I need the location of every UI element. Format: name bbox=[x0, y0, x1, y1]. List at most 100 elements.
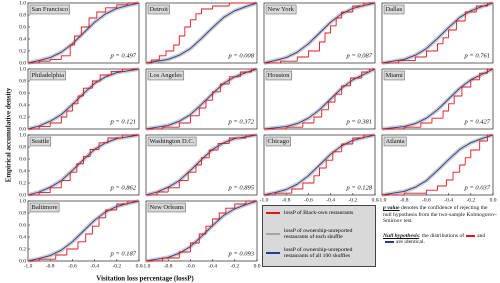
ecdf-step bbox=[228, 76, 241, 84]
x-tick-label: -1.0 bbox=[260, 197, 269, 203]
panel-title: Detroit bbox=[150, 6, 169, 13]
ecdf-step bbox=[245, 134, 257, 138]
ecdf-step bbox=[420, 122, 432, 128]
ecdf-step bbox=[341, 85, 351, 95]
panel-title: New York bbox=[268, 6, 295, 13]
ecdf-step bbox=[146, 191, 169, 196]
ecdf-step bbox=[178, 35, 185, 45]
ecdf-step bbox=[234, 203, 246, 209]
ecdf-step bbox=[91, 225, 100, 234]
x-tick-label: -0.4 bbox=[90, 263, 99, 269]
ecdf-step bbox=[69, 44, 75, 56]
shuffle-mean-line bbox=[27, 2, 140, 64]
ecdf-step bbox=[208, 149, 219, 158]
ecdf-step bbox=[49, 187, 62, 193]
ecdf-step bbox=[184, 26, 191, 36]
ecdf-step bbox=[158, 55, 166, 60]
x-tick-label: -0.6 bbox=[422, 197, 431, 203]
panel-title: Philadelphia bbox=[32, 72, 65, 79]
ecdf-step bbox=[332, 151, 342, 161]
ecdf-step bbox=[414, 56, 427, 61]
ecdf-step bbox=[334, 93, 342, 102]
ecdf-step bbox=[264, 126, 303, 130]
ecdf-step bbox=[225, 207, 235, 213]
ecdf-step bbox=[431, 117, 444, 123]
ecdf-step bbox=[475, 5, 488, 12]
ecdf-step bbox=[105, 7, 117, 12]
y-tick-label: 0.4 bbox=[19, 36, 26, 42]
legend-swatch bbox=[266, 212, 280, 215]
ecdf-step bbox=[121, 134, 139, 138]
ecdf-step bbox=[205, 99, 213, 108]
ecdf-step bbox=[60, 180, 71, 188]
shuffle-mean-line bbox=[145, 68, 258, 130]
legend-swatch bbox=[266, 233, 280, 236]
ecdf-step bbox=[341, 11, 353, 18]
x-tick-label: -0.2 bbox=[348, 197, 357, 203]
panel: New York p = 0.087 bbox=[263, 1, 376, 65]
ecdf-step bbox=[127, 2, 139, 5]
panel-title: Los Angeles bbox=[150, 72, 183, 79]
p-value-label: p = 0.381 bbox=[345, 118, 372, 125]
ecdf-step bbox=[28, 192, 51, 196]
y-tick-label: 1.0 bbox=[19, 0, 26, 6]
panel: Los Angeles p = 0.372 bbox=[145, 67, 258, 131]
p-value-label: p = 0.862 bbox=[109, 184, 136, 191]
p-value-label: p = 0.427 bbox=[463, 118, 490, 125]
ecdf-step bbox=[382, 126, 421, 130]
x-tick-label: -0.8 bbox=[400, 197, 409, 203]
y-tick-label: 0.2 bbox=[19, 246, 26, 252]
ecdf-step bbox=[77, 241, 86, 249]
ecdf-step bbox=[425, 189, 438, 194]
ecdf-step bbox=[28, 258, 56, 262]
ecdf-step bbox=[217, 142, 230, 150]
ecdf-step bbox=[302, 182, 314, 189]
legend-label: lossP of ownership-unreported restaurant… bbox=[284, 247, 353, 260]
p-value-label: p = 0.128 bbox=[345, 184, 372, 191]
ecdf-step bbox=[219, 83, 230, 92]
ecdf-step bbox=[60, 55, 71, 60]
ecdf-step bbox=[96, 11, 106, 18]
ecdf-step bbox=[302, 122, 314, 128]
ecdf-step bbox=[212, 5, 230, 9]
ecdf-step bbox=[178, 122, 191, 128]
panel-title: Miami bbox=[386, 72, 404, 79]
panel: 0.0 0.2 0.4 0.6 0.8 1.0 Philadelphia p = 0.121 bbox=[19, 66, 140, 132]
x-tick-label: 0.0 bbox=[490, 197, 497, 203]
ecdf-step bbox=[146, 126, 180, 130]
ecdf-step bbox=[71, 103, 78, 111]
ecdf-step bbox=[470, 149, 480, 158]
ecdf-step bbox=[319, 167, 327, 176]
shuffle-mean-line bbox=[381, 134, 494, 196]
ecdf-step bbox=[321, 109, 329, 117]
ecdf-step bbox=[239, 71, 252, 77]
ecdf-step bbox=[442, 37, 449, 44]
ecdf-step bbox=[327, 101, 336, 110]
legend-label: lossP of Black-own restaurants bbox=[284, 210, 354, 216]
panel: 0.0 0.2 0.4 0.6 0.8 1.0 Seattle p = 0.862 bbox=[19, 132, 140, 198]
panel-title-box bbox=[265, 4, 297, 15]
note-text: : the distributions of bbox=[418, 232, 465, 239]
ecdf-step bbox=[195, 164, 202, 173]
x-tick-label: -0.2 bbox=[230, 263, 239, 269]
y-tick-label: 0.4 bbox=[19, 234, 26, 240]
ecdf-step bbox=[77, 95, 84, 104]
y-tick-label: 0.8 bbox=[19, 78, 26, 84]
ecdf-step bbox=[85, 233, 93, 242]
ecdf-step bbox=[146, 59, 160, 64]
shuffle-mean-line bbox=[27, 200, 140, 262]
ecdf-step bbox=[146, 257, 180, 262]
ecdf-step bbox=[330, 25, 337, 33]
ecdf-step bbox=[437, 43, 444, 51]
y-tick-label: 0.8 bbox=[19, 144, 26, 150]
y-tick-label: 0.2 bbox=[19, 114, 26, 120]
panel-title-box bbox=[265, 136, 291, 147]
y-tick-label: 0.8 bbox=[19, 210, 26, 216]
ecdf-step bbox=[83, 87, 93, 96]
ecdf-step bbox=[110, 70, 123, 75]
ecdf-step bbox=[212, 218, 220, 227]
ecdf-step bbox=[325, 159, 333, 168]
legend-label: lossP of ownership-unreported restaurant… bbox=[284, 228, 353, 241]
y-tick-label: 0.0 bbox=[19, 192, 26, 198]
